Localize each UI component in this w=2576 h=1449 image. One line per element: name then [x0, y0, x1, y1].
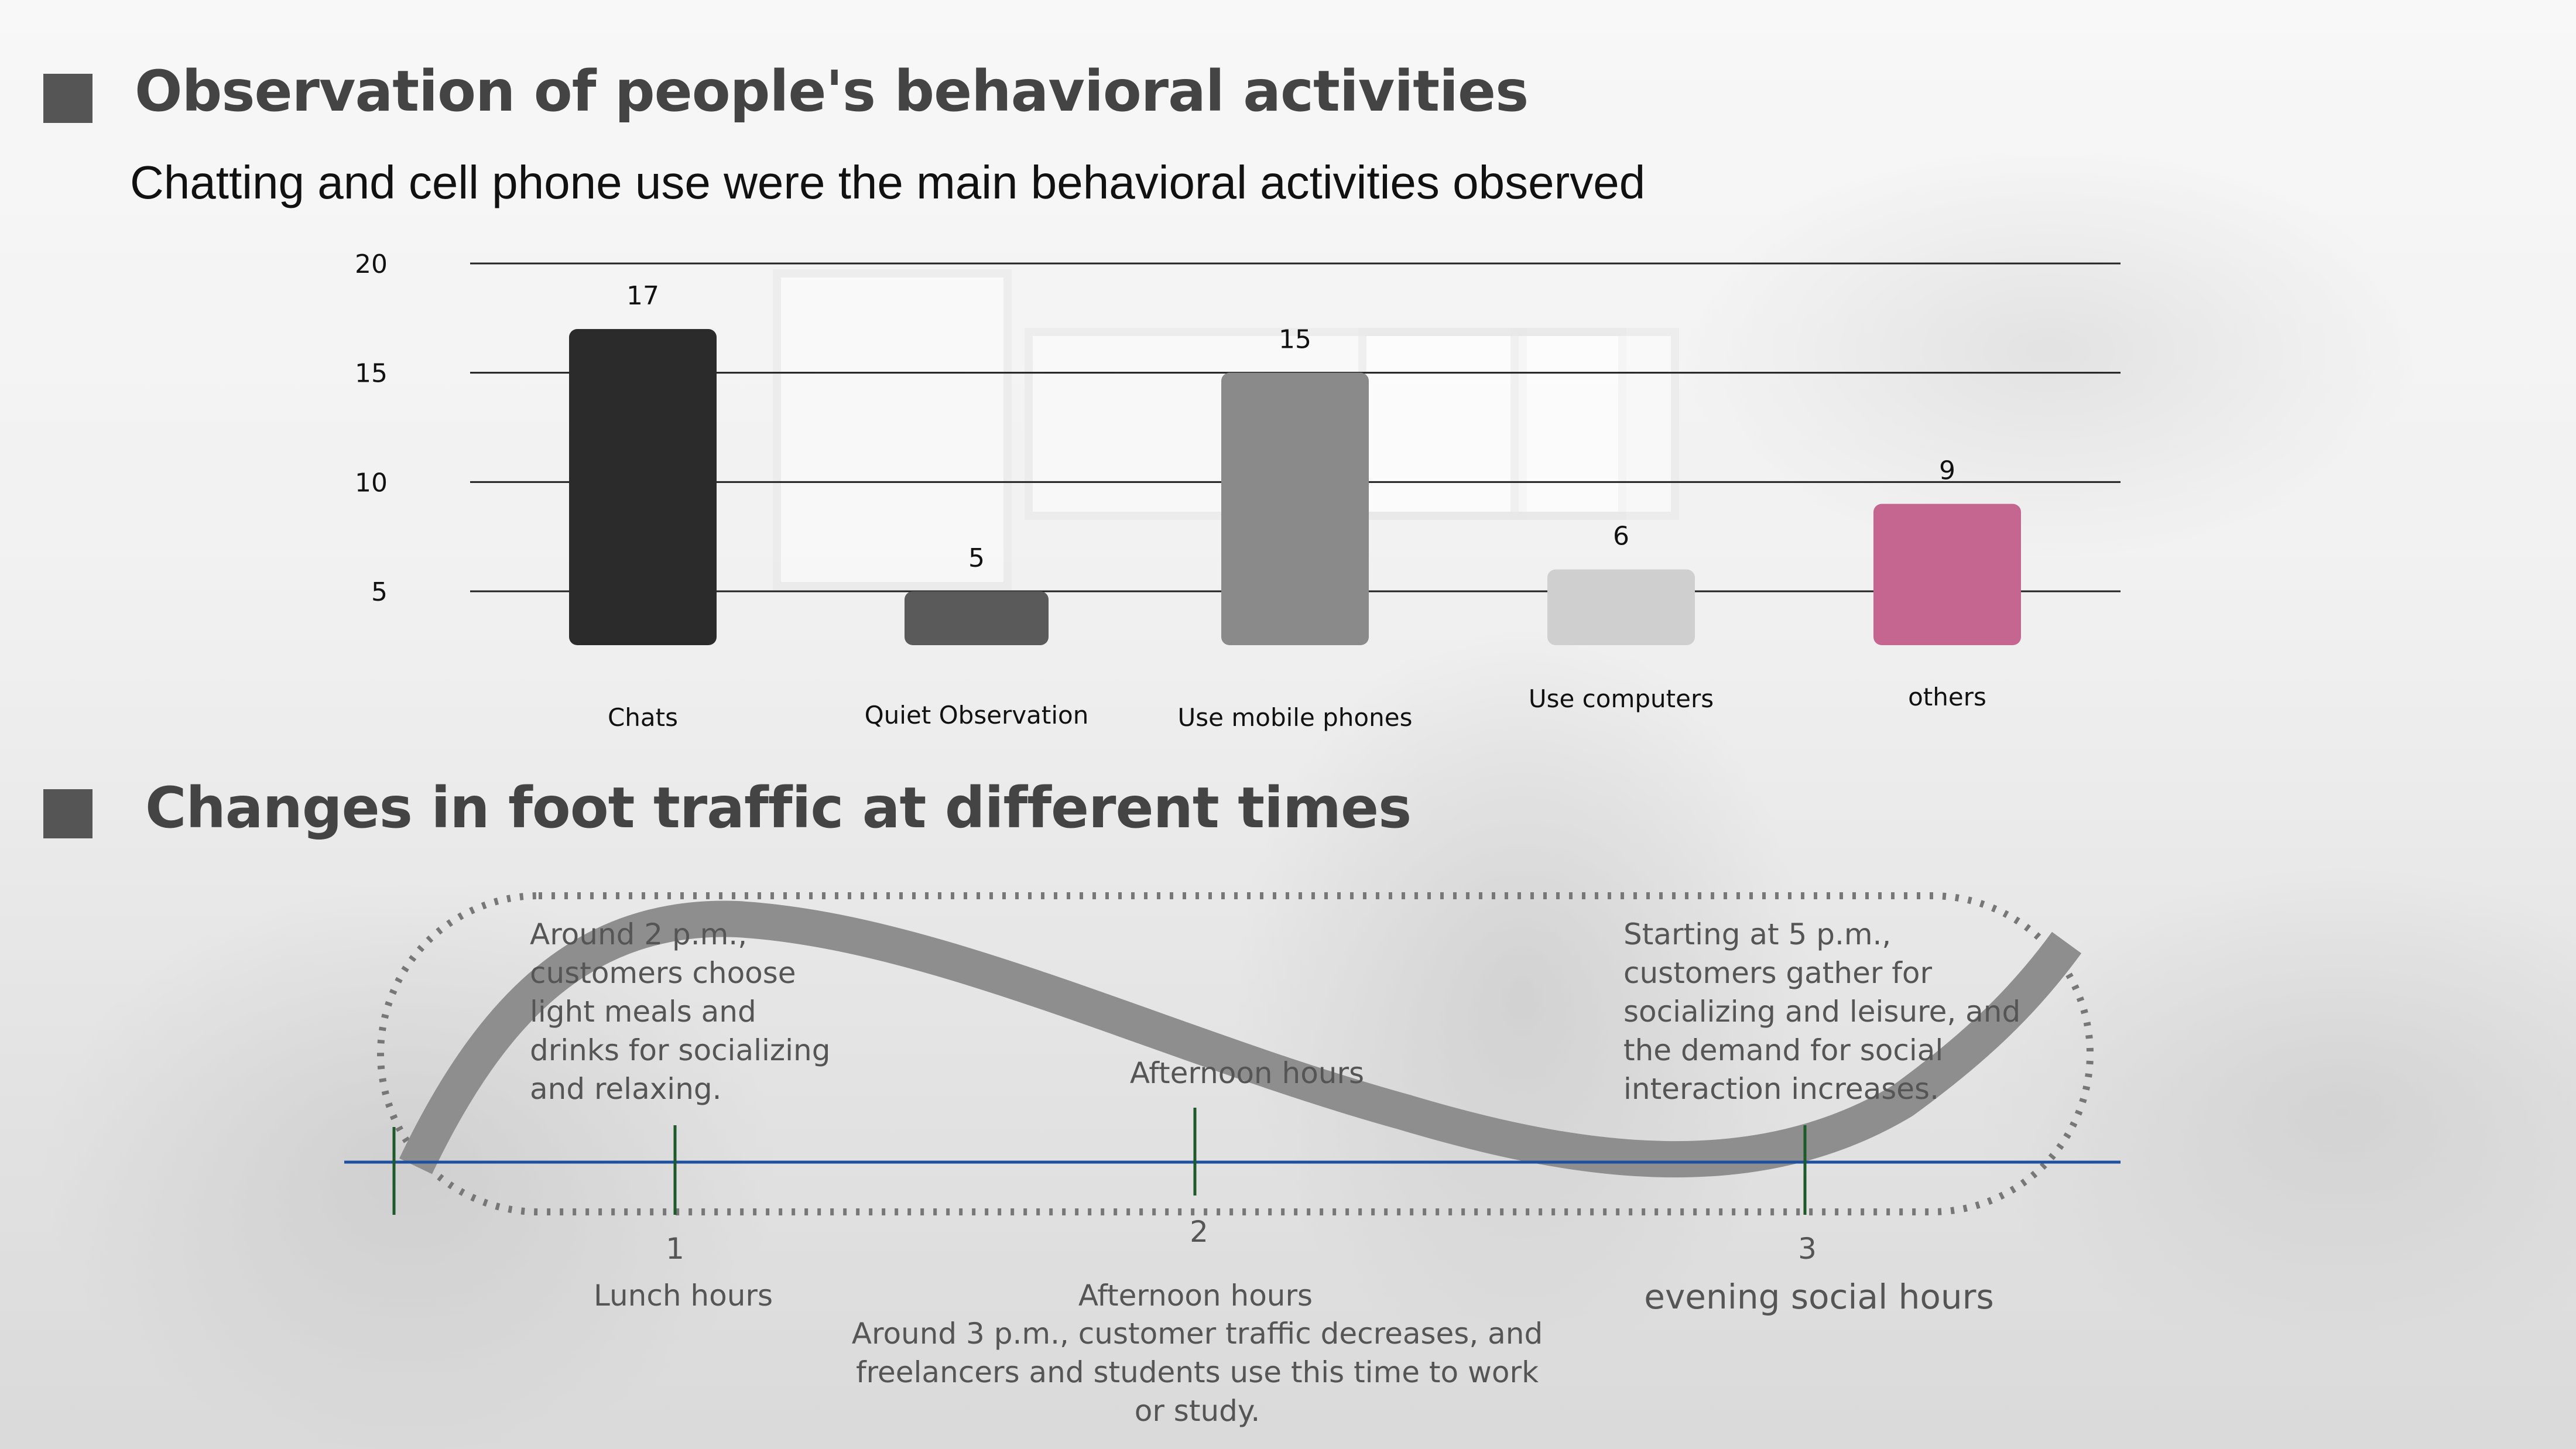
y-tick-label-5: 5	[371, 577, 388, 607]
chart-subtitle: Chatting and cell phone use were the mai…	[130, 156, 1646, 208]
dotted-border	[377, 892, 2094, 1215]
traffic-curve	[399, 900, 2082, 1178]
y-tick-label-10: 10	[355, 468, 388, 498]
section-title-behavior: Observation of people's behavioral activ…	[135, 59, 1529, 124]
bar-value-label-3: 15	[1279, 325, 1311, 355]
timeline-note-2: Around 3 p.m., customer traffic decrease…	[851, 1317, 1543, 1428]
timeline-top-label-2: Afternoon hours	[1129, 1056, 1365, 1090]
timeline-note-1: Around 2 p.m., customers choose light me…	[530, 917, 831, 1106]
timeline-number-3: 3	[1798, 1232, 1817, 1266]
bar-value-label-5: 9	[1939, 456, 1955, 486]
timeline-label-1: Lunch hours	[593, 1279, 773, 1313]
category-label-4: Use computers	[1529, 684, 1714, 713]
bar-chart: 5 10 15 20 17 Chats 5 Quiet Observation 15 Use mo…	[355, 249, 2121, 732]
section-marker-1	[43, 74, 93, 123]
timeline-number-1: 1	[666, 1232, 684, 1266]
timeline-note-3: Starting at 5 p.m., customers gather for…	[1623, 917, 2021, 1106]
bar-value-label-2: 5	[968, 543, 985, 573]
section-marker-2	[43, 789, 93, 838]
section-title-foot-traffic: Changes in foot traffic at different tim…	[145, 775, 1412, 841]
category-label-5: others	[1908, 683, 1986, 711]
bar-4	[1547, 569, 1695, 645]
bar-value-label-1: 17	[626, 281, 659, 311]
timeline-number-2: 2	[1190, 1215, 1208, 1249]
bar-1	[569, 329, 717, 645]
bar-2	[905, 591, 1049, 645]
bar-3	[1221, 372, 1369, 645]
bar-value-label-4: 6	[1613, 522, 1629, 551]
category-label-2: Quiet Observation	[865, 701, 1089, 729]
category-label-3: Use mobile phones	[1178, 703, 1413, 732]
timeline-label-3: evening social hours	[1644, 1277, 1994, 1317]
category-label-1: Chats	[608, 703, 678, 732]
bar-5	[1873, 503, 2021, 645]
y-tick-label-20: 20	[355, 249, 388, 279]
timeline-label-2: Afternoon hours	[1078, 1279, 1313, 1313]
y-tick-label-15: 15	[355, 359, 388, 389]
